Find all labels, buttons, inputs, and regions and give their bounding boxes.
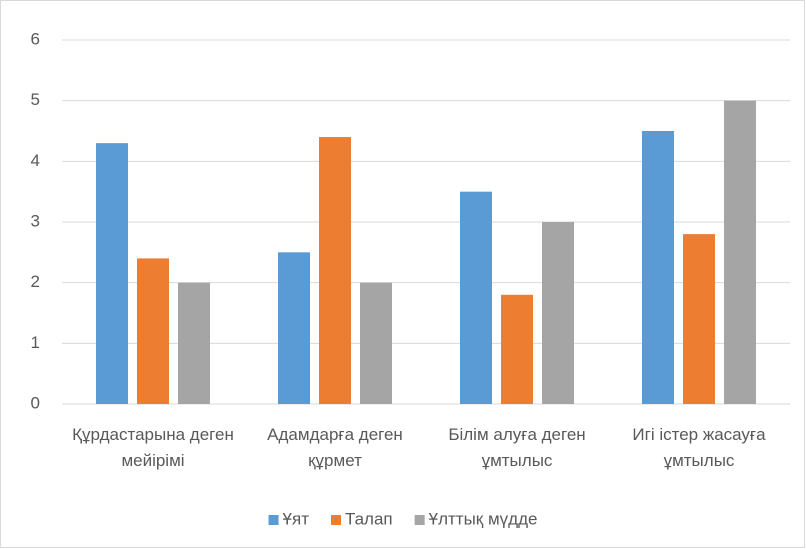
bar [278, 252, 310, 404]
x-tick-label: Білім алуға деген ұмтылыс [448, 425, 586, 470]
x-tick-label: Адамдарға деген құрмет [267, 425, 403, 470]
bar [724, 100, 756, 405]
bar [460, 191, 492, 404]
y-tick-label: 4 [31, 151, 40, 170]
bar [319, 137, 351, 405]
bar [683, 234, 715, 404]
bar [642, 131, 674, 404]
bar [137, 258, 169, 404]
legend-label: Ұят [283, 509, 310, 528]
bar [178, 282, 210, 404]
y-tick-label: 6 [31, 29, 40, 48]
bar [96, 143, 128, 404]
bar [542, 222, 574, 404]
x-tick-label: Құрдастарына деген мейірімі [72, 425, 234, 470]
bar [501, 294, 533, 404]
legend-swatch [414, 515, 425, 525]
legend-swatch [330, 515, 341, 525]
y-tick-label: 3 [31, 211, 40, 230]
y-tick-label: 5 [31, 90, 40, 109]
x-tick-label: Игі істер жасауға ұмтылыс [632, 425, 766, 470]
y-tick-label: 2 [31, 272, 40, 291]
legend-swatch [268, 515, 279, 525]
y-tick-label: 0 [31, 393, 40, 412]
y-tick-label: 1 [31, 333, 40, 352]
bar [360, 282, 392, 404]
legend-label: Ұлттық мүдде [429, 509, 538, 528]
legend-label: Талап [345, 509, 393, 528]
